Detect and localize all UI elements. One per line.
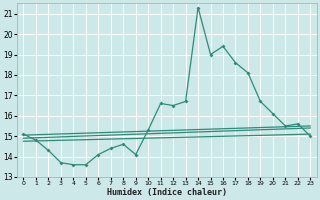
X-axis label: Humidex (Indice chaleur): Humidex (Indice chaleur)	[107, 188, 227, 197]
